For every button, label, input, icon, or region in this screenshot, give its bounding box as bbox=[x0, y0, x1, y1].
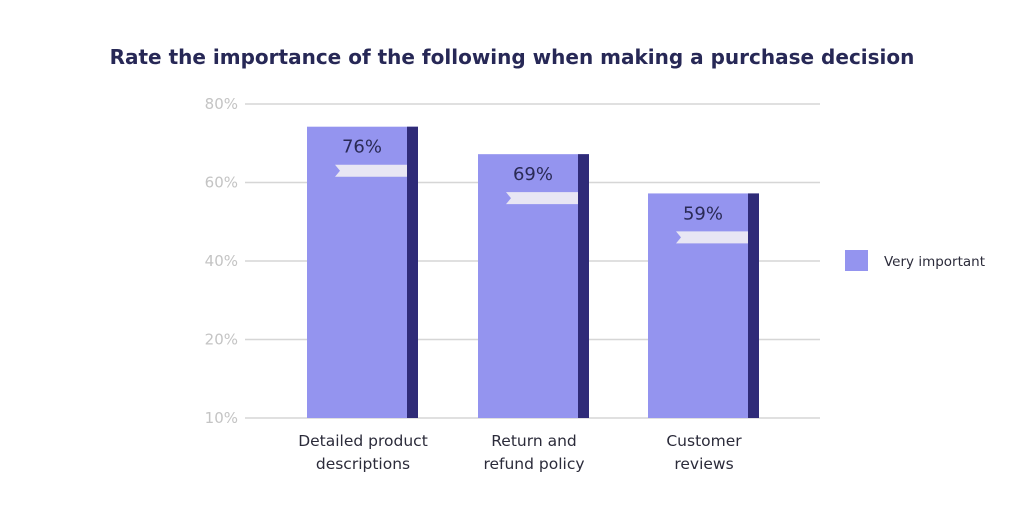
bar-edge bbox=[578, 154, 589, 419]
y-tick-label: 60% bbox=[205, 174, 238, 192]
value-ribbon bbox=[676, 231, 748, 244]
category-label: Customer bbox=[666, 432, 742, 450]
y-tick-label: 10% bbox=[205, 409, 238, 427]
legend-swatch bbox=[845, 250, 868, 271]
category-label: descriptions bbox=[316, 455, 410, 473]
category-label: Detailed product bbox=[298, 432, 428, 450]
y-tick-label: 40% bbox=[205, 252, 238, 270]
x-axis-labels: Detailed product descriptions Return and re… bbox=[298, 432, 742, 473]
bar-edge bbox=[407, 126, 418, 418]
bars: 76% 69% 59% bbox=[307, 126, 759, 419]
y-tick-label: 20% bbox=[205, 331, 238, 349]
data-label: 69% bbox=[513, 164, 553, 185]
value-ribbon bbox=[506, 192, 578, 205]
category-label: refund policy bbox=[483, 455, 584, 473]
category-label: reviews bbox=[674, 455, 733, 473]
legend-label: Very important bbox=[884, 254, 985, 270]
data-label: 59% bbox=[683, 203, 723, 224]
legend: Very important bbox=[845, 250, 985, 271]
chart-title: Rate the importance of the following whe… bbox=[110, 45, 915, 69]
y-tick-label: 80% bbox=[205, 95, 238, 113]
bar-edge bbox=[748, 193, 759, 418]
y-axis-ticks: 10% 20% 40% 60% 80% bbox=[205, 95, 238, 427]
category-label: Return and bbox=[491, 432, 577, 450]
data-label: 76% bbox=[342, 137, 382, 158]
bar bbox=[648, 193, 759, 418]
value-ribbon bbox=[335, 164, 407, 177]
